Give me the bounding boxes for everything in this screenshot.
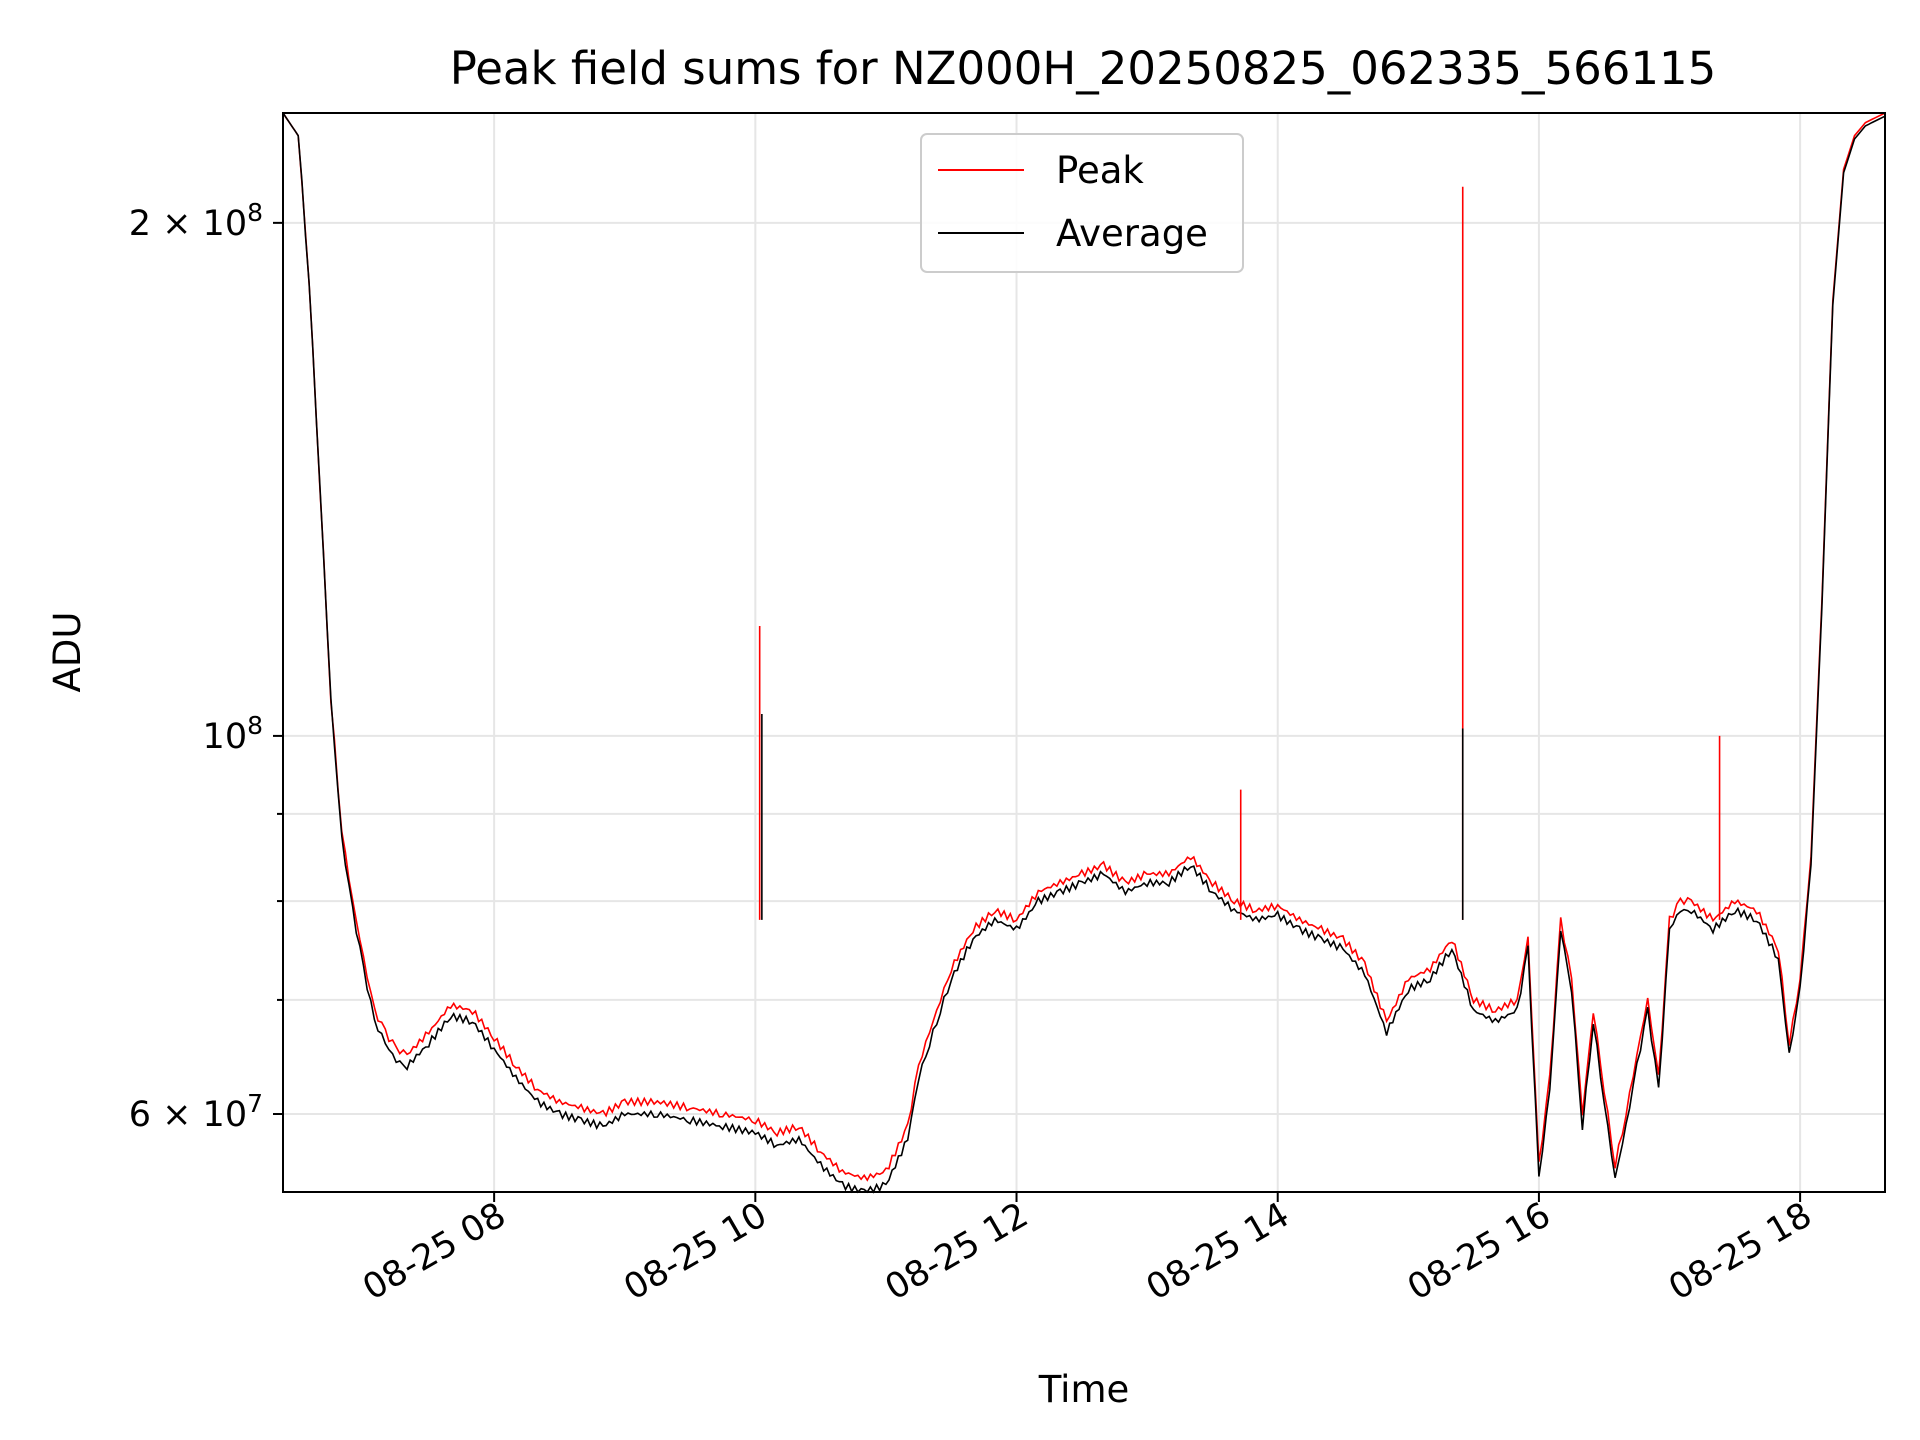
x-tick-label: 08-25 10 (618, 1195, 774, 1308)
x-tick-label: 08-25 12 (879, 1195, 1035, 1308)
y-tick-label: 6 × 107 (129, 1089, 263, 1135)
series-line-peak (282, 112, 1886, 1182)
y-tick-label: 108 (203, 711, 263, 757)
y-tick-label: 2 × 108 (129, 198, 263, 244)
series-line-average (282, 112, 1886, 1194)
x-tick-label: 08-25 14 (1140, 1195, 1296, 1308)
legend: Peak Average (920, 133, 1244, 273)
x-tick-label: 08-25 18 (1662, 1195, 1818, 1308)
x-axis: 08-25 08 08-25 10 08-25 12 08-25 14 08-25 16… (356, 1192, 1819, 1308)
y-axis: 6 × 107 108 2 × 108 (129, 198, 283, 1135)
grid-lines (283, 113, 1885, 1192)
x-tick-label: 08-25 16 (1401, 1195, 1557, 1308)
legend-box (920, 133, 1244, 273)
x-axis-label: Time (1038, 1368, 1130, 1411)
chart-title: Peak field sums for NZ000H_20250825_0623… (450, 42, 1717, 95)
x-tick-label: 08-25 08 (356, 1195, 512, 1308)
legend-average-label: Average (1056, 212, 1208, 255)
legend-peak-label: Peak (1056, 149, 1144, 192)
plot-lines (282, 112, 1886, 1194)
plot-frame (282, 112, 1886, 1193)
y-axis-label: ADU (46, 612, 89, 693)
